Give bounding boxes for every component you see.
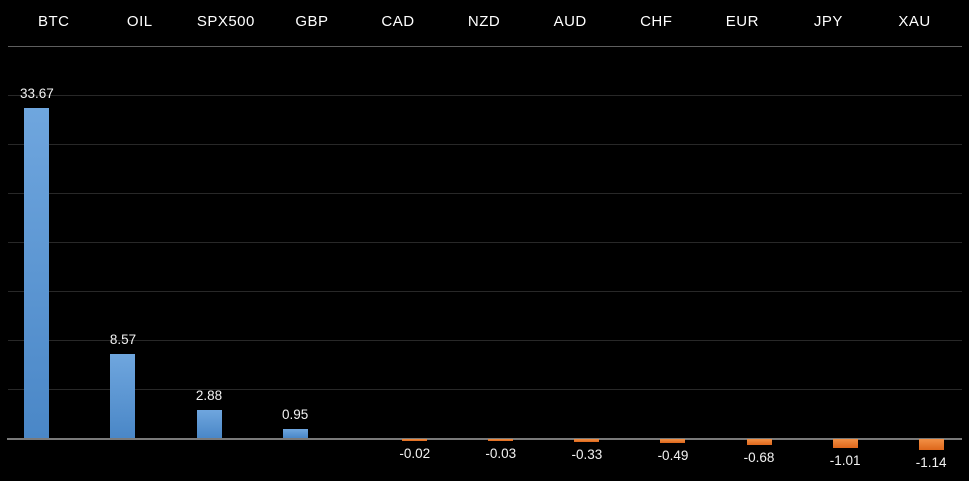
category-label-nzd: NZD [467, 13, 501, 30]
bar-nzd [488, 438, 514, 441]
gridline [8, 94, 962, 96]
bar-chf [660, 438, 686, 444]
bar-cad [402, 438, 428, 441]
value-label-btc: 33.67 [19, 86, 54, 102]
gridline [8, 192, 962, 194]
category-label-eur: EUR [725, 13, 759, 30]
value-label-nzd: -0.03 [485, 445, 517, 461]
bar-jpy [832, 438, 858, 449]
gridline [8, 388, 962, 390]
gridline [8, 290, 962, 292]
bar-oil [110, 354, 136, 439]
gridline [8, 339, 962, 341]
value-label-spx500: 2.88 [195, 388, 223, 404]
category-label-btc: BTC [37, 13, 70, 30]
value-label-chf: -0.49 [657, 448, 689, 464]
bar-eur [746, 438, 772, 446]
category-label-chf: CHF [640, 13, 673, 30]
gridline [8, 241, 962, 243]
bar-xau [918, 438, 944, 450]
category-label-gbp: GBP [295, 13, 329, 30]
gridline [8, 143, 962, 145]
category-label-oil: OIL [126, 13, 153, 30]
value-label-xau: -1.14 [915, 454, 947, 470]
bar-gbp [282, 429, 308, 439]
value-label-oil: 8.57 [109, 332, 137, 348]
bar-aud [574, 438, 600, 442]
value-label-gbp: 0.95 [281, 407, 309, 423]
header-separator-gridline [8, 45, 962, 47]
category-label-xau: XAU [898, 13, 931, 30]
value-label-cad: -0.02 [399, 445, 431, 461]
value-label-eur: -0.68 [743, 450, 775, 466]
category-label-aud: AUD [553, 13, 587, 30]
value-label-jpy: -1.01 [829, 453, 861, 469]
category-label-cad: CAD [381, 13, 415, 30]
value-label-aud: -0.33 [571, 446, 603, 462]
x-axis-zero-line [7, 437, 962, 440]
category-label-jpy: JPY [813, 13, 843, 30]
bar-spx500 [196, 410, 222, 439]
category-label-spx500: SPX500 [196, 13, 255, 30]
bar-btc [24, 108, 50, 439]
